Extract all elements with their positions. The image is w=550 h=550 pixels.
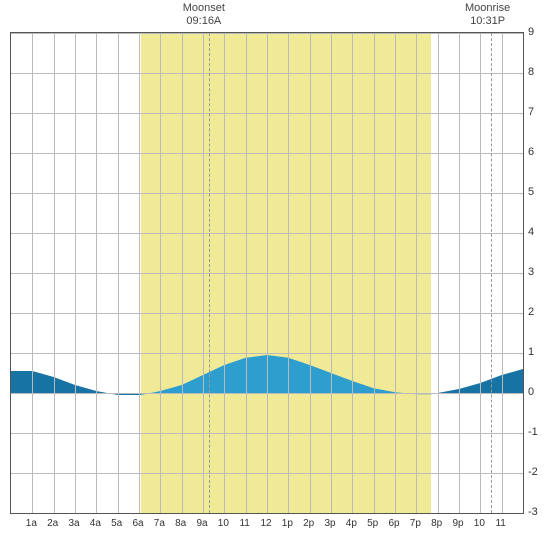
x-axis-label: 4a xyxy=(85,518,105,529)
grid-line-v xyxy=(374,33,375,513)
moonset-label: Moonset 09:16A xyxy=(183,2,225,28)
moon-marker xyxy=(209,33,211,513)
grid-line-v xyxy=(246,33,247,513)
x-axis-label: 7a xyxy=(149,518,169,529)
x-axis-label: 1a xyxy=(21,518,41,529)
grid-line-v xyxy=(459,33,460,513)
y-axis-label: -1 xyxy=(528,426,548,438)
y-axis-label: 5 xyxy=(528,186,548,198)
y-axis-label: 7 xyxy=(528,106,548,118)
x-axis-label: 11 xyxy=(235,518,255,529)
grid-line-v xyxy=(224,33,225,513)
x-axis-label: 3p xyxy=(320,518,340,529)
grid-line-v xyxy=(182,33,183,513)
grid-line-v xyxy=(139,33,140,513)
moonset-time: 09:16A xyxy=(183,15,225,28)
moonset-title: Moonset xyxy=(183,2,225,15)
grid-line-v xyxy=(331,33,332,513)
x-axis-label: 8p xyxy=(427,518,447,529)
x-axis-label: 1p xyxy=(277,518,297,529)
chart-header: Moonset 09:16A Moonrise 10:31P xyxy=(0,0,550,32)
moonrise-title: Moonrise xyxy=(465,2,510,15)
tide-segment xyxy=(141,355,431,395)
y-axis-label: 8 xyxy=(528,66,548,78)
x-axis-label: 6a xyxy=(128,518,148,529)
grid-line-v xyxy=(96,33,97,513)
x-axis-label: 3a xyxy=(64,518,84,529)
grid-line-v xyxy=(118,33,119,513)
x-axis-label: 2a xyxy=(43,518,63,529)
tide-segment xyxy=(431,369,523,394)
y-axis-label: 2 xyxy=(528,306,548,318)
y-axis-label: 3 xyxy=(528,266,548,278)
x-axis-label: 10 xyxy=(213,518,233,529)
y-axis-label: 0 xyxy=(528,386,548,398)
x-axis-label: 4p xyxy=(341,518,361,529)
x-axis-label: 8a xyxy=(171,518,191,529)
y-axis-label: 9 xyxy=(528,26,548,38)
plot-area xyxy=(10,32,524,514)
grid-line-v xyxy=(288,33,289,513)
grid-line-v xyxy=(416,33,417,513)
y-axis-label: 4 xyxy=(528,226,548,238)
x-axis-label: 9p xyxy=(448,518,468,529)
y-axis-label: -2 xyxy=(528,466,548,478)
moonrise-time: 10:31P xyxy=(465,15,510,28)
grid-line-v xyxy=(438,33,439,513)
grid-line-v xyxy=(54,33,55,513)
y-axis-label: 1 xyxy=(528,346,548,358)
x-axis-label: 5a xyxy=(107,518,127,529)
tide-chart: Moonset 09:16A Moonrise 10:31P 9 8 7 6 5 4 3 2 1… xyxy=(0,0,550,550)
y-axis-label: -3 xyxy=(528,506,548,518)
x-axis-label: 11 xyxy=(491,518,511,529)
x-axis-label: 5p xyxy=(363,518,383,529)
grid-line-v xyxy=(310,33,311,513)
grid-line-v xyxy=(203,33,204,513)
grid-line-v xyxy=(480,33,481,513)
x-axis-label: 9a xyxy=(192,518,212,529)
grid-line-v xyxy=(352,33,353,513)
grid-line-v xyxy=(267,33,268,513)
grid-line-v xyxy=(502,33,503,513)
grid-line-v xyxy=(32,33,33,513)
x-axis-label: 6p xyxy=(384,518,404,529)
moonrise-label: Moonrise 10:31P xyxy=(465,2,510,28)
moon-marker xyxy=(491,33,493,513)
grid-line-v xyxy=(160,33,161,513)
x-axis-label: 10 xyxy=(469,518,489,529)
grid-line-h xyxy=(11,513,523,514)
x-axis-label: 12 xyxy=(256,518,276,529)
x-axis-label: 7p xyxy=(405,518,425,529)
tide-segment xyxy=(11,371,141,395)
x-axis-label: 2p xyxy=(299,518,319,529)
y-axis-label: 6 xyxy=(528,146,548,158)
grid-line-v xyxy=(75,33,76,513)
grid-line-v xyxy=(395,33,396,513)
